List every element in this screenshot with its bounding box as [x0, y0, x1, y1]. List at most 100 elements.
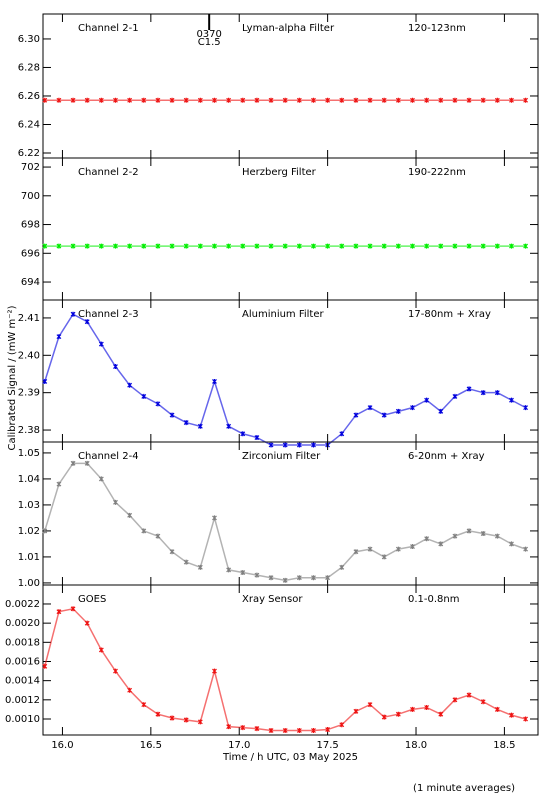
- data-point: [268, 575, 274, 581]
- data-point: [141, 702, 147, 708]
- data-point: [381, 97, 387, 103]
- y-axis-label: Calibrated Signal / (mW m⁻²): [7, 305, 18, 450]
- data-point: [169, 549, 175, 555]
- y-tick-label: 1.01: [18, 552, 40, 563]
- y-tick-label: 6.26: [18, 91, 40, 102]
- data-point: [56, 481, 62, 487]
- panel-label: 17-80nm + Xray: [408, 309, 491, 320]
- series-line: [44, 462, 526, 582]
- x-tick-label: 16.0: [51, 740, 73, 751]
- data-point: [480, 531, 486, 537]
- data-point: [381, 554, 387, 560]
- data-point: [197, 423, 203, 429]
- data-point: [480, 243, 486, 249]
- y-tick-label: 2.40: [18, 350, 40, 361]
- y-tick-label: 698: [21, 220, 40, 231]
- data-point: [494, 533, 500, 539]
- data-point: [296, 97, 302, 103]
- data-point: [523, 97, 529, 103]
- data-point: [509, 712, 514, 718]
- data-point: [197, 243, 203, 249]
- data-point: [212, 668, 217, 674]
- y-tick-label: 702: [21, 162, 40, 173]
- data-point: [494, 390, 500, 396]
- panel-frame: [42, 13, 539, 159]
- data-point: [353, 412, 359, 418]
- data-point: [42, 528, 48, 534]
- data-point: [353, 549, 359, 555]
- data-point: [240, 570, 246, 576]
- data-point: [98, 243, 104, 249]
- data-point: [466, 386, 472, 392]
- data-point: [98, 476, 104, 482]
- data-point: [56, 609, 62, 615]
- data-point: [98, 341, 104, 347]
- data-point: [226, 243, 232, 249]
- data-point: [70, 243, 76, 249]
- x-tick-label: 18.0: [405, 740, 427, 751]
- data-point: [240, 725, 246, 731]
- data-point: [410, 243, 415, 249]
- data-point: [509, 243, 514, 249]
- y-tick-label: 0.0020: [5, 618, 40, 629]
- panel-frame: [42, 157, 539, 301]
- data-point: [169, 243, 175, 249]
- data-point: [84, 97, 90, 103]
- data-point: [183, 243, 189, 249]
- data-point: [523, 243, 529, 249]
- y-tick-label: 0.0012: [5, 695, 40, 706]
- data-point: [395, 711, 401, 717]
- data-point: [254, 726, 260, 732]
- data-point: [325, 97, 331, 103]
- data-point: [410, 405, 415, 411]
- data-point: [410, 544, 415, 550]
- data-point: [353, 243, 359, 249]
- annotation-text: 0370: [196, 29, 221, 40]
- data-point: [410, 706, 415, 712]
- data-point: [282, 97, 288, 103]
- data-point: [282, 577, 288, 583]
- data-point: [169, 97, 175, 103]
- data-point: [452, 393, 458, 399]
- data-point: [381, 412, 387, 418]
- y-tick-label: 6.30: [18, 34, 40, 45]
- data-point: [381, 714, 387, 720]
- x-tick-label: 17.0: [228, 740, 250, 751]
- data-point: [113, 499, 118, 505]
- data-point: [127, 382, 133, 388]
- data-point: [339, 722, 345, 728]
- data-point: [282, 442, 288, 448]
- data-point: [70, 606, 76, 612]
- data-point: [339, 564, 345, 570]
- data-point: [98, 647, 104, 653]
- data-point: [523, 546, 529, 552]
- data-point: [424, 397, 430, 403]
- data-point: [212, 515, 217, 521]
- data-point: [127, 687, 133, 693]
- data-point: [339, 431, 345, 437]
- data-point: [438, 243, 444, 249]
- data-point: [226, 97, 232, 103]
- data-point: [296, 243, 302, 249]
- data-point: [155, 401, 161, 407]
- data-point: [311, 727, 316, 733]
- data-point: [438, 711, 444, 717]
- data-point: [169, 412, 175, 418]
- data-point: [84, 319, 90, 325]
- panel-label: Channel 2-1: [78, 23, 139, 34]
- data-point: [395, 97, 401, 103]
- panel-label: 6-20nm + Xray: [408, 451, 485, 462]
- data-point: [494, 706, 500, 712]
- data-point: [197, 719, 203, 725]
- data-point: [424, 97, 430, 103]
- data-point: [42, 378, 48, 384]
- data-point: [325, 243, 331, 249]
- data-point: [367, 405, 373, 411]
- y-tick-label: 0.0016: [5, 656, 40, 667]
- data-point: [212, 97, 217, 103]
- data-point: [169, 715, 175, 721]
- data-point: [212, 378, 217, 384]
- data-point: [141, 97, 147, 103]
- data-point: [395, 243, 401, 249]
